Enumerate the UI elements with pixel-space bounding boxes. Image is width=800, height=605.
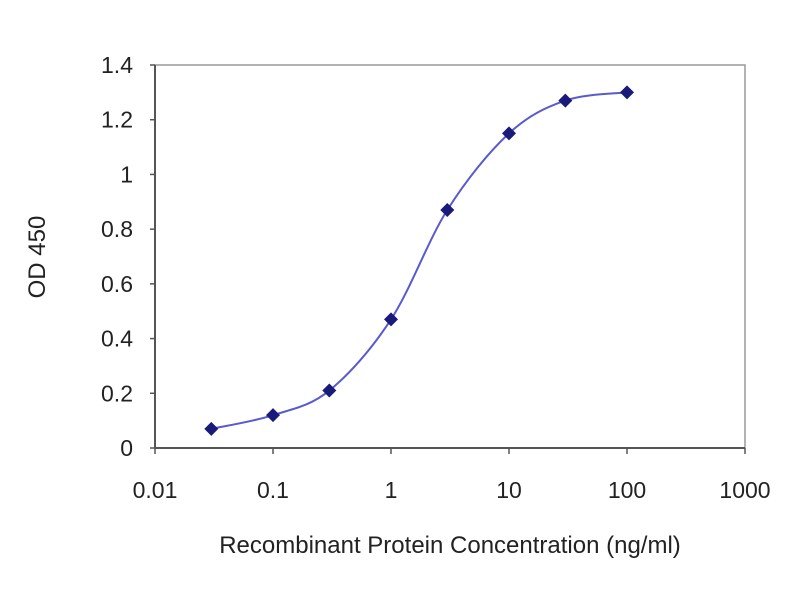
tick-labels: 0 0.2 0.4 0.6 0.8 1 1.2 1.4 0.01 0.1 1 10 100 1000 [101,52,771,503]
data-point [384,312,398,327]
x-tick-label: 100 [608,477,646,503]
y-tick-label: 1.4 [101,52,133,78]
y-tick-label: 0.2 [101,380,133,406]
x-tick-label: 10 [496,477,522,503]
x-tick-label: 1000 [719,477,770,503]
y-tick-label: 0.4 [101,326,133,352]
data-point [204,421,219,436]
y-tick-label: 1 [120,161,133,187]
x-axis-label: Recombinant Protein Concentration (ng/ml… [219,532,681,559]
data-point [558,93,573,108]
data-point [620,85,634,100]
plot-area [154,64,746,449]
y-tick-label: 0.6 [101,271,133,297]
x-tick-label: 0.1 [257,477,289,503]
data-point [502,126,516,141]
y-tick-label: 0 [120,435,133,461]
series-line [211,91,628,430]
series [204,85,634,436]
x-tick-label: 1 [385,477,398,503]
y-tick-label: 1.2 [101,107,133,133]
y-axis-label: OD 450 [24,216,51,299]
x-tick-label: 0.01 [133,477,178,503]
data-point [440,202,455,217]
y-tick-label: 0.8 [101,216,133,242]
axes [150,64,746,454]
data-point [266,408,280,423]
data-point [322,383,337,398]
